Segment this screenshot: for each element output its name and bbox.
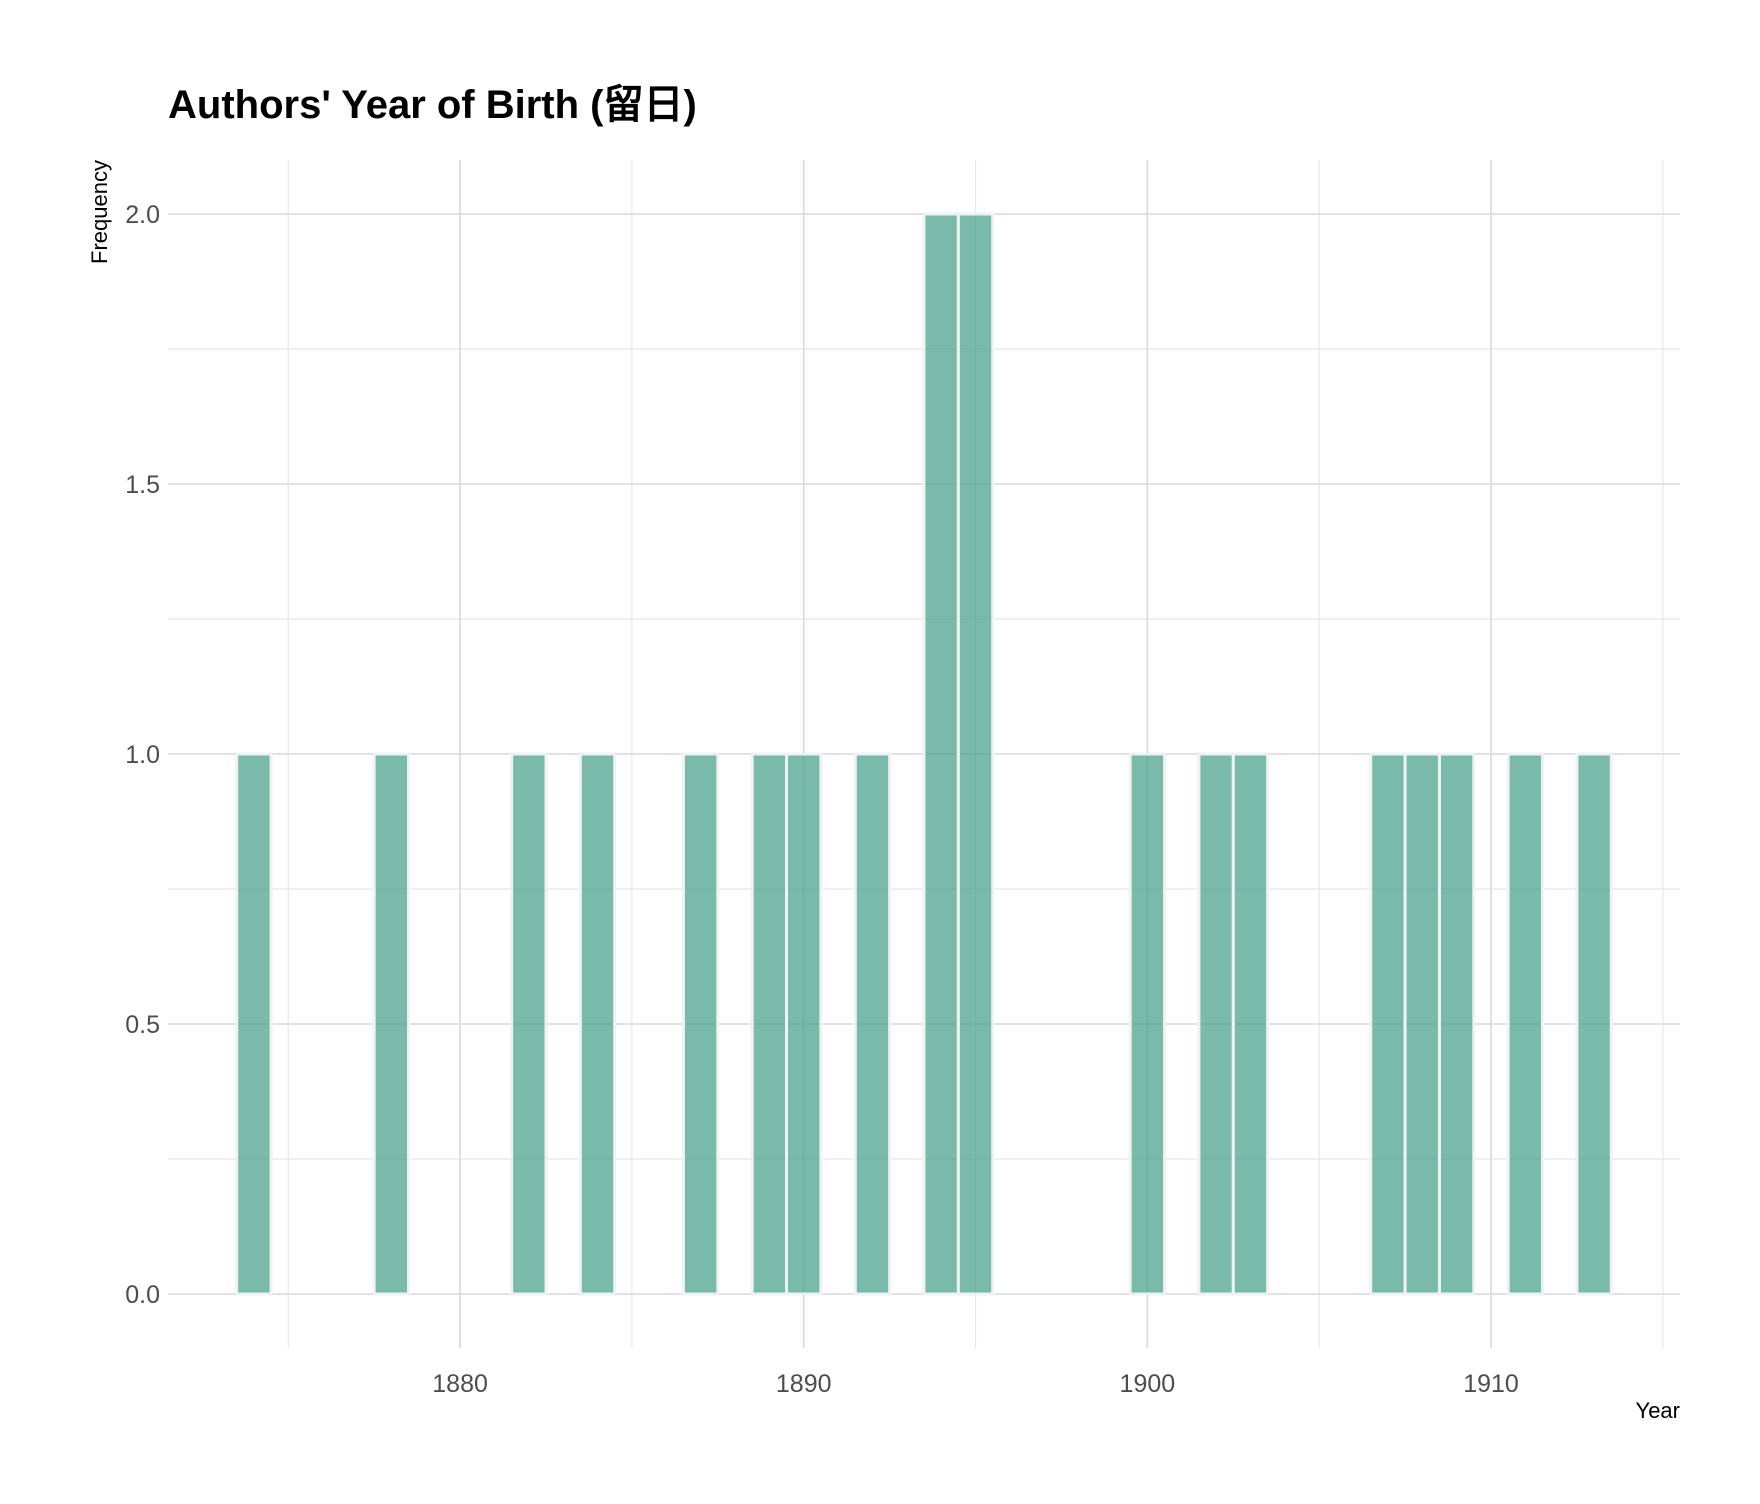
x-tick-label: 1880: [432, 1370, 488, 1398]
y-tick-label: 2.0: [125, 201, 160, 229]
y-tick-label: 0.5: [125, 1011, 160, 1039]
histogram-bar: [1575, 752, 1613, 1296]
y-axis-title: Frequency: [87, 160, 112, 264]
x-tick-label: 1900: [1120, 1370, 1176, 1398]
histogram-bar: [853, 752, 892, 1296]
histogram-bar: [1506, 752, 1545, 1296]
histogram-bar: [578, 752, 617, 1296]
x-tick-label: 1910: [1463, 1370, 1519, 1398]
histogram-bar: [235, 752, 273, 1296]
histogram-bar: [750, 752, 789, 1296]
histogram-bar: [1231, 752, 1270, 1296]
x-axis-tick-labels: 1880 1890 1900 1910: [432, 1370, 1519, 1398]
histogram-bar: [785, 752, 823, 1296]
x-axis-title: Year: [1636, 1398, 1680, 1423]
histogram-bar: [1197, 752, 1235, 1296]
y-tick-label: 1.5: [125, 471, 160, 499]
histogram-bar: [681, 752, 720, 1296]
histogram-bar: [922, 212, 960, 1296]
histogram-bar: [1369, 752, 1407, 1296]
histogram-bar: [372, 752, 411, 1296]
y-tick-label: 0.0: [125, 1281, 160, 1309]
y-axis-tick-labels: 0.0 0.5 1.0 1.5 2.0: [125, 201, 160, 1309]
histogram-bar: [510, 752, 548, 1296]
x-tick-label: 1890: [776, 1370, 832, 1398]
bars: [235, 212, 1613, 1296]
histogram-bar: [956, 212, 995, 1296]
histogram-bar: [1128, 752, 1167, 1296]
histogram-bar: [1437, 752, 1476, 1296]
chart-title: Authors' Year of Birth (留日): [168, 83, 697, 127]
histogram-bar: [1403, 752, 1441, 1296]
y-tick-label: 1.0: [125, 741, 160, 769]
